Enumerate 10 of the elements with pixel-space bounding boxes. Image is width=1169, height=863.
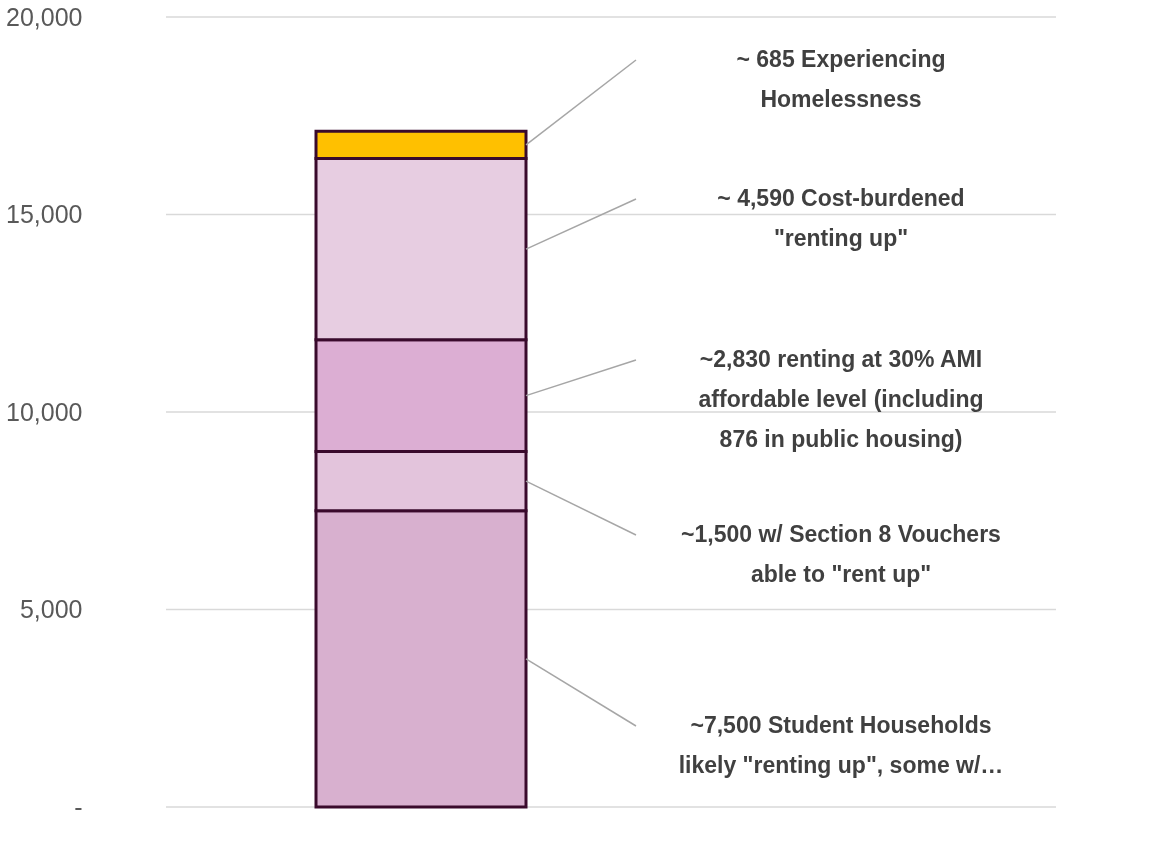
text: ~2,830 renting at 30% AMI affordable level (including 876 in public housing) (698, 346, 984, 452)
y-tick-label: 15,000 (6, 200, 83, 228)
y-tick-label: 20,000 (6, 2, 83, 31)
y-tick-label: - (74, 792, 83, 821)
text: ~ 4,590 Cost-burdened "renting up" (717, 185, 965, 251)
text: ~ 685 Experiencing Homelessness (736, 46, 946, 112)
text: ~1,500 w/ Section 8 Vouchers able to "rent up" (681, 521, 1001, 587)
y-tick-label: 10,000 (6, 397, 83, 426)
text: ~7,500 Student Households likely "renting up", some w/… (678, 712, 1004, 778)
y-tick-label: 5,000 (19, 595, 83, 623)
